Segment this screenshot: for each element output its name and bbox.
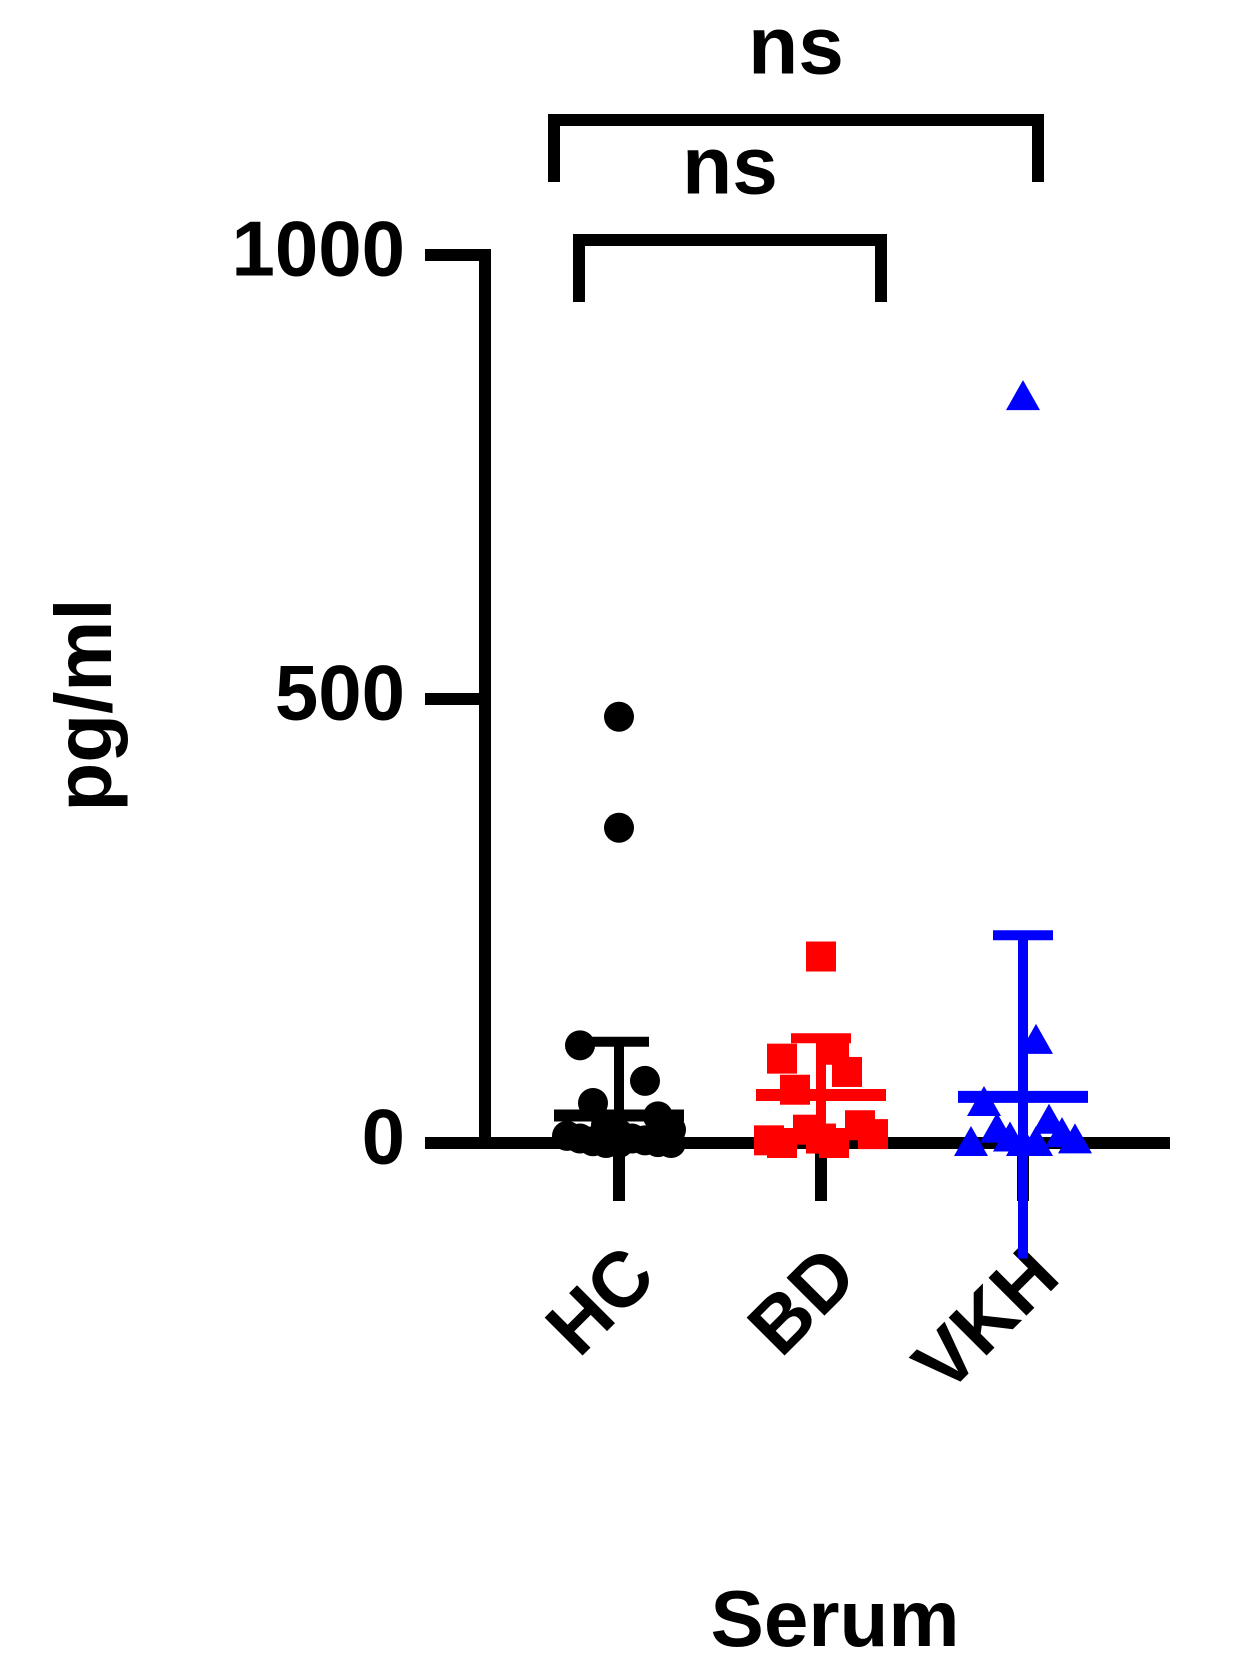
significance-bracket (548, 114, 1044, 182)
data-point (954, 1126, 988, 1156)
data-point (1006, 380, 1040, 411)
data-point (832, 1056, 862, 1087)
data-point (604, 812, 634, 843)
data-point (604, 701, 634, 732)
x-tick-label: HC (529, 1229, 671, 1371)
data-point (656, 1128, 686, 1158)
x-tick-label: BD (731, 1229, 873, 1371)
significance-label: ns (748, 1, 844, 92)
significance-label: ns (682, 121, 778, 212)
x-tick-label: VKH (896, 1229, 1075, 1408)
y-tick-label: 1000 (231, 205, 405, 293)
data-point (767, 1128, 797, 1158)
significance-bracket (573, 234, 887, 302)
data-point (565, 1030, 595, 1061)
data-point (806, 941, 836, 972)
y-tick-label: 0 (362, 1093, 405, 1181)
data-point (858, 1119, 888, 1150)
data-point (767, 1043, 797, 1074)
data-point (1058, 1123, 1092, 1154)
y-axis-label: pg/ml (39, 598, 128, 811)
data-point (630, 1065, 660, 1096)
x-axis-label: Serum (711, 1574, 960, 1663)
y-tick-label: 500 (275, 649, 405, 737)
